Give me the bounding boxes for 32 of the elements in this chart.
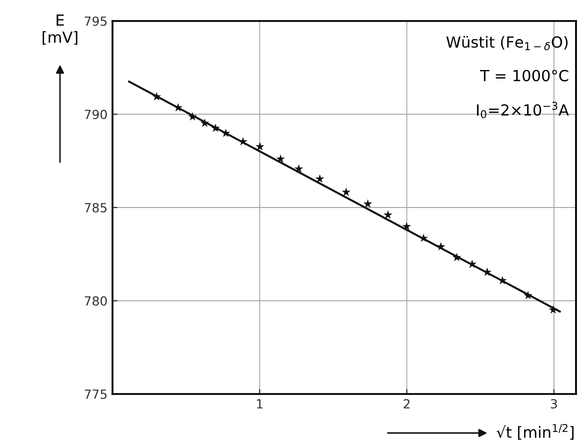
x-tick-label: 2 (404, 399, 410, 408)
x-axis-title: √t [min$^{1/2}$] (496, 424, 574, 440)
point (548, 305, 558, 314)
x-tick-label: 1 (257, 399, 262, 408)
y-tick-label: 775 (84, 390, 107, 399)
point (498, 276, 507, 284)
point (221, 128, 230, 138)
annotation: Wüstit (Fe$_{1−δ}$O) (446, 36, 568, 50)
y-tick-label: 785 (84, 202, 107, 212)
point (384, 210, 392, 219)
point (211, 124, 220, 132)
point (200, 118, 210, 127)
y-tick-label: 780 (84, 296, 107, 306)
x-tick-label: 3 (550, 399, 557, 409)
point (436, 242, 446, 250)
point (402, 222, 412, 230)
point (524, 290, 532, 300)
point (276, 154, 285, 163)
point (342, 188, 351, 196)
y-axis-title: E [mV] (42, 14, 78, 45)
point (363, 199, 372, 208)
annotation: I$_{0}$=2×10$^{−3}$A (477, 102, 569, 118)
point (174, 103, 183, 112)
annotation: T = 1000°C (480, 70, 568, 82)
point (315, 174, 324, 183)
y-tick-label: 795 (84, 16, 107, 26)
y-tick-label: 790 (84, 110, 107, 120)
point (188, 112, 197, 120)
point (152, 92, 162, 100)
point (452, 252, 462, 262)
point (294, 164, 304, 173)
point (256, 142, 264, 150)
